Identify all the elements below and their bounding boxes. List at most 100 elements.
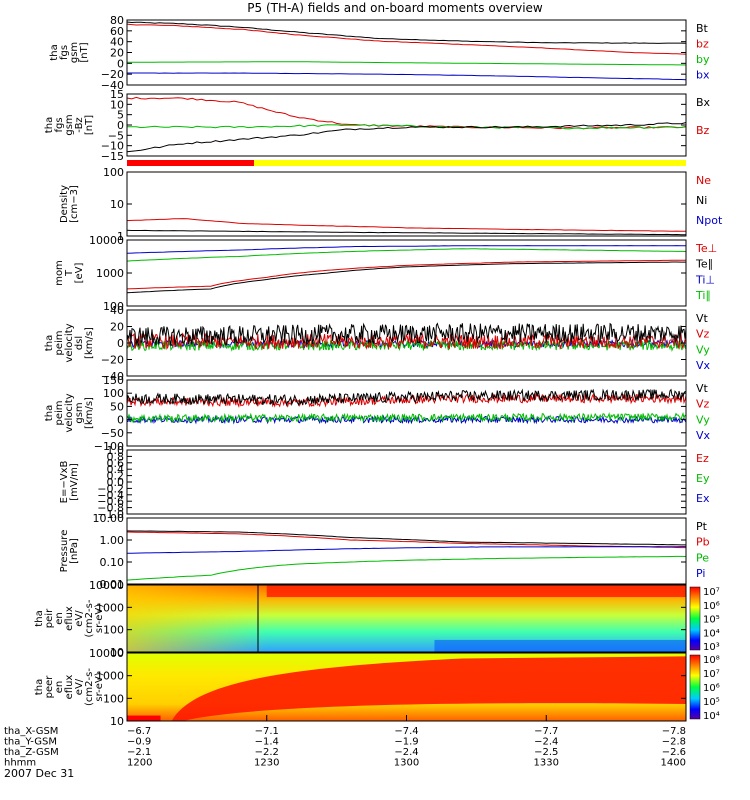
y-tick-label: 10.00 <box>93 512 125 525</box>
series-Bx <box>126 122 687 153</box>
spectrogram-high-flux <box>171 656 687 721</box>
y-axis-label-line: velocity <box>64 393 75 432</box>
x-axis-value: 1300 <box>394 758 419 769</box>
y-tick-label: 1000 <box>96 670 124 683</box>
y-axis-label-line: gsm <box>69 42 80 63</box>
series-Vy <box>126 411 687 424</box>
legend-Te∥: Te∥ <box>695 258 713 271</box>
spectrogram-low-energy-band <box>127 715 161 721</box>
y-axis-label-line: gsm <box>74 402 85 423</box>
y-tick-label: −0.4 <box>97 489 124 502</box>
y-tick-label: −5 <box>108 129 124 142</box>
y-axis-label-line: [mV/m] <box>69 463 80 501</box>
x-axis-row-label: tha_Z-GSM <box>4 747 59 758</box>
colorbar-tick-label: 10⁷ <box>703 587 720 598</box>
series-Pt <box>126 530 686 546</box>
y-tick-label: 10000 <box>89 234 124 247</box>
colorbar-tick-label: 10⁵ <box>703 615 720 626</box>
legend-Vz: Vz <box>696 398 710 411</box>
y-tick-label: 60 <box>110 25 124 38</box>
figure-title: P5 (TH-A) fields and on-board moments ov… <box>247 1 543 15</box>
y-axis-label-line: eV/ <box>74 610 85 627</box>
y-axis-label-line: velocity <box>64 323 75 362</box>
series-Te∥ <box>126 261 686 294</box>
y-tick-label: 0.10 <box>100 556 125 569</box>
colorbar-tick-label: 10⁵ <box>703 697 720 708</box>
y-axis-label: thapeimvelocitydsl[km/s] <box>44 323 95 362</box>
x-axis-value: −2.6 <box>662 747 686 758</box>
x-axis-value: −1.4 <box>255 737 279 748</box>
y-axis-label-line: sr-eV) <box>94 604 105 633</box>
y-axis-label: thafgsgsm-Bz[nT] <box>44 114 95 135</box>
colorbar <box>689 654 701 720</box>
y-tick-label: −40 <box>101 370 124 383</box>
y-axis-label-line: en <box>54 612 65 625</box>
series-Te⊥ <box>126 259 687 290</box>
legend-Bz: Bz <box>696 124 710 137</box>
y-tick-label: −0.2 <box>97 482 124 495</box>
y-axis-label: E=−VxB[mV/m] <box>59 461 80 504</box>
legend-Bx: Bx <box>696 96 711 109</box>
y-axis-label-line: en <box>54 681 65 694</box>
x-axis-value: −7.7 <box>534 726 558 737</box>
y-axis-label-line: [nT] <box>84 115 95 135</box>
y-axis-label: thapeerenefluxeV/(cm2-s-sr-eV) <box>34 668 105 706</box>
series-Vz <box>126 392 687 408</box>
legend-Npot: Npot <box>696 214 723 227</box>
y-axis-label-line: -Bz <box>74 117 85 132</box>
legend-Ey: Ey <box>696 472 710 485</box>
x-axis-value: 1230 <box>254 758 279 769</box>
y-axis-label-line: eflux <box>64 606 75 631</box>
y-axis-label-line: fgs <box>59 45 70 60</box>
series-Pe <box>126 555 687 581</box>
y-axis-label-line: (cm2-s- <box>84 599 95 637</box>
y-tick-label: 0.8 <box>107 450 125 463</box>
colorbar-tick-label: 10⁶ <box>703 601 720 612</box>
series-Bt <box>126 21 687 44</box>
y-axis-label-line: peim <box>54 330 65 355</box>
legend-Vz: Vz <box>696 328 710 341</box>
series-green <box>126 124 687 130</box>
x-axis-value: −2.2 <box>255 747 279 758</box>
y-tick-label: 0.01 <box>100 578 125 591</box>
y-tick-label: −10 <box>101 140 124 153</box>
y-axis-label-line: (cm2-s- <box>84 668 95 706</box>
x-axis-value: −7.4 <box>394 726 418 737</box>
panel-temperature: 10000 1000 100 momT[eV] Te⊥ Te∥ Ti⊥ Ti∥ <box>54 234 717 313</box>
y-axis-label-line: tha <box>34 679 45 695</box>
y-axis-label-line: [nPa] <box>69 538 80 564</box>
x-axis-row-label: tha_Y-GSM <box>4 737 57 748</box>
series-Pi <box>126 546 686 554</box>
y-axis-label-line: eflux <box>64 675 75 700</box>
y-tick-label: −20 <box>101 354 124 367</box>
colorbar-tick-label: 10³ <box>703 642 720 653</box>
y-axis-label-line: tha <box>44 335 55 351</box>
y-tick-label: 10 <box>110 646 124 659</box>
x-axis-value: −2.1 <box>127 747 151 758</box>
panel-peir_spectrogram: 10⁷ 10⁶ 10⁵ 10⁴ 10³ 10000 1000 100 10 thapeirenef… <box>34 579 720 659</box>
y-tick-label: −20 <box>101 68 124 81</box>
x-axis-value: −2.8 <box>662 737 686 748</box>
x-axis-row-label: tha_X-GSM <box>4 726 58 737</box>
y-axis-label-line: peim <box>54 400 65 425</box>
y-axis-label-line: sr-eV) <box>94 672 105 701</box>
y-tick-label: 10 <box>110 715 124 728</box>
y-tick-label: 100 <box>103 166 124 179</box>
status-bar-yellow <box>254 160 686 166</box>
y-axis-label-line: Density <box>59 185 70 223</box>
y-axis-label-line: eV/ <box>74 678 85 695</box>
x-axis-value: −2.5 <box>534 747 558 758</box>
legend-bz: bz <box>696 37 709 50</box>
y-tick-label: 20 <box>110 47 124 60</box>
y-tick-label: 0.0 <box>107 476 125 489</box>
y-tick-label: 1000 <box>96 267 124 280</box>
x-axis-value: −1.9 <box>394 737 418 748</box>
legend-Pi: Pi <box>696 567 705 580</box>
y-tick-label: 10000 <box>89 647 124 660</box>
legend-by: by <box>696 53 710 66</box>
y-axis-label-line: dsl <box>74 336 85 350</box>
y-tick-label: 100 <box>103 387 124 400</box>
